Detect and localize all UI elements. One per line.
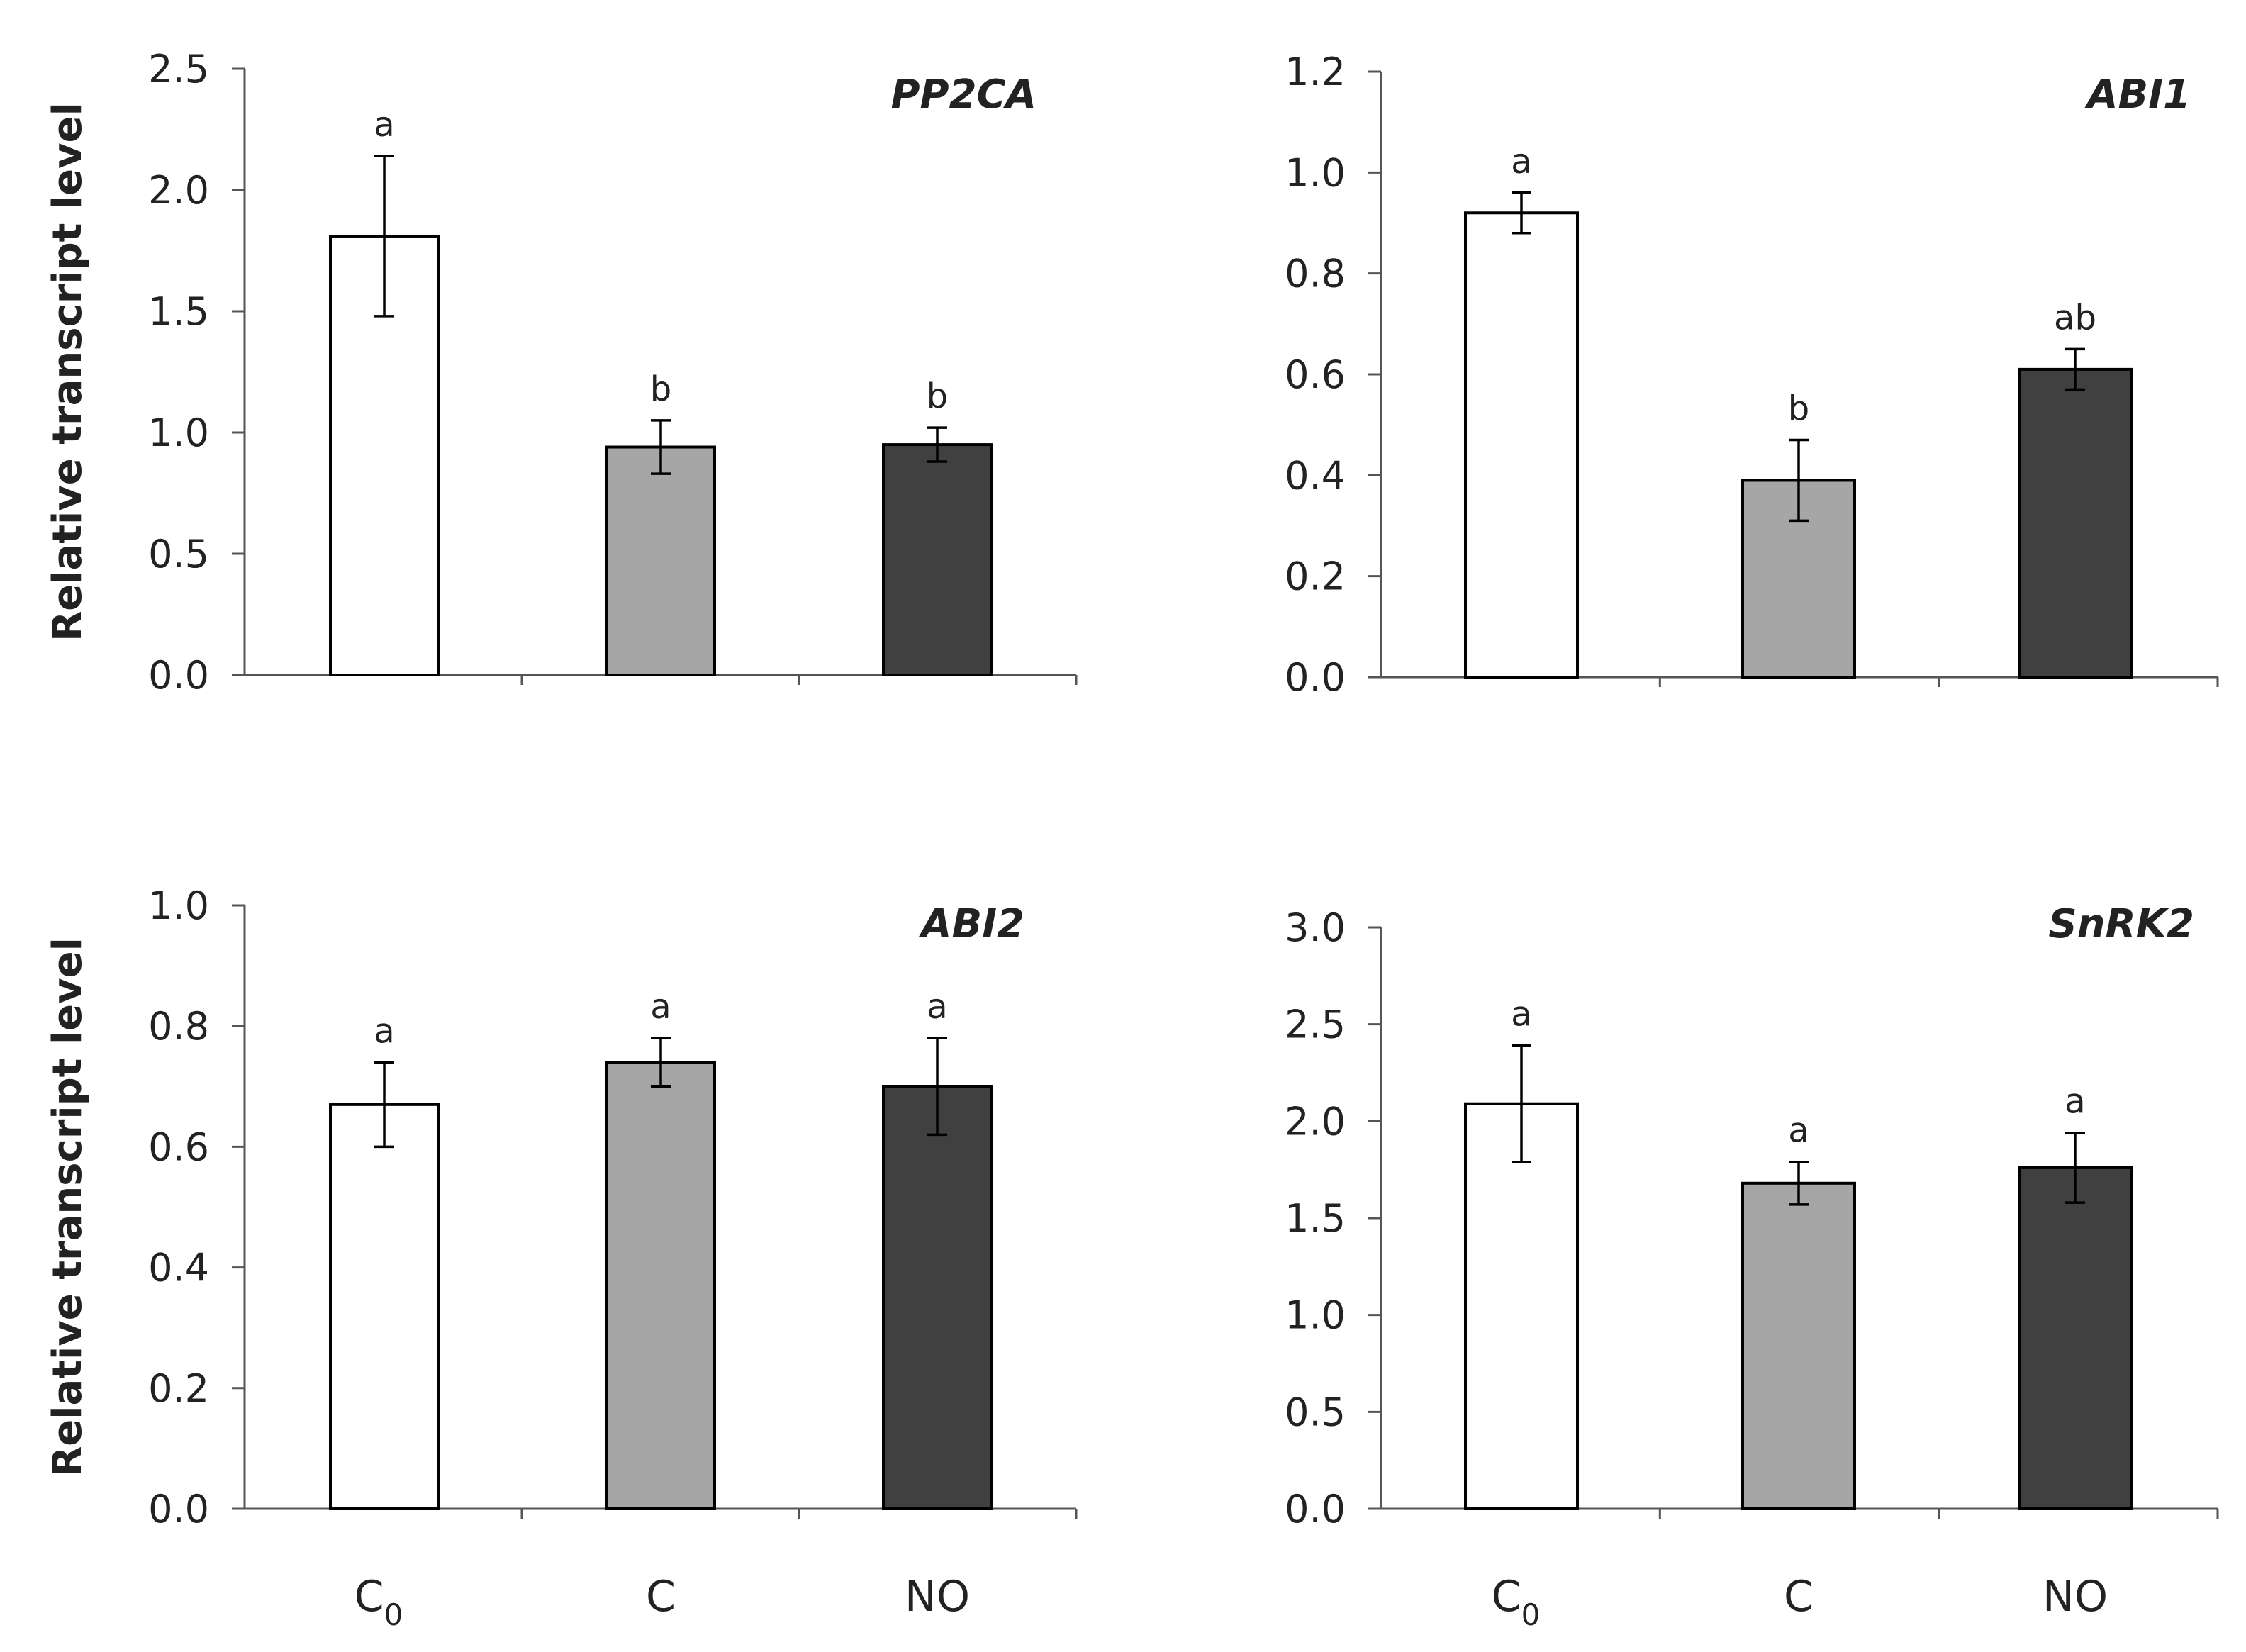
bar-abi1-c0 (1464, 211, 1579, 679)
y-tick-label: 1.0 (148, 883, 209, 928)
y-tick-label: 0.4 (1285, 453, 1346, 498)
category-label-c0: C0 (354, 1572, 403, 1632)
significance-label: a (927, 987, 947, 1027)
y-tick-label: 1.0 (148, 411, 209, 455)
bar-snrk2-no (2018, 1166, 2133, 1511)
category-label-main: NO (905, 1572, 970, 1622)
chart-title: PP2CA (891, 72, 1037, 118)
significance-label: a (1511, 142, 1531, 182)
bar-abi2-no (882, 1085, 993, 1511)
significance-label: a (1511, 995, 1531, 1034)
chart-panel-abi2: 0.0 0.2 0.4 0.6 0.8 1.0 a a a ABI2 Relative transc… (45, 883, 1078, 1531)
bar-pp2ca-no (882, 443, 993, 676)
y-tick-label: 0.0 (1285, 1487, 1346, 1531)
bar-snrk2-c0 (1464, 1102, 1579, 1510)
chart-panel-pp2ca: 0.0 0.5 1.0 1.5 2.0 2.5 a b b PP2CA Relative trans… (45, 47, 1078, 698)
category-label-no: NO (905, 1572, 970, 1622)
y-tick-label: 0.6 (148, 1124, 209, 1169)
significance-label: b (650, 369, 671, 409)
chart-panel-snrk2: 0.0 0.5 1.0 1.5 2.0 2.5 3.0 a a a SnRK2 (1285, 901, 2219, 1531)
significance-label: a (374, 105, 394, 145)
category-label-no: NO (2043, 1572, 2108, 1622)
y-tick-label: 0.0 (1285, 655, 1346, 700)
significance-label: a (650, 987, 671, 1027)
y-tick-label: 0.5 (1285, 1390, 1346, 1434)
y-tick-label: 0.2 (1285, 554, 1346, 599)
y-tick-label: 2.5 (1285, 1003, 1346, 1047)
significance-label: b (1788, 389, 1809, 429)
chart-title: ABI2 (918, 901, 1024, 947)
y-tick-label: 0.5 (148, 532, 209, 576)
category-label-main: C (354, 1572, 384, 1622)
significance-label: a (1788, 1111, 1809, 1151)
y-tick-label: 2.5 (148, 47, 209, 91)
category-label-main: C (646, 1572, 676, 1622)
y-tick-label: 1.0 (1285, 150, 1346, 195)
chart-title: ABI1 (2084, 72, 2191, 118)
category-label-main: C (1492, 1572, 1521, 1622)
y-tick-label: 0.4 (148, 1246, 209, 1290)
significance-label: a (2065, 1082, 2085, 1122)
y-tick-label: 0.8 (1285, 252, 1346, 296)
y-tick-label: 3.0 (1285, 905, 1346, 950)
category-label-c: C (646, 1572, 676, 1622)
significance-label: b (927, 376, 948, 416)
chart-title: SnRK2 (2048, 901, 2194, 947)
category-label-subscript: 0 (1521, 1597, 1541, 1632)
significance-label: ab (2054, 298, 2096, 337)
bar-abi1-no (2018, 367, 2133, 679)
y-axis-label: Relative transcript level (45, 937, 91, 1477)
y-tick-label: 0.2 (148, 1366, 209, 1411)
y-tick-label: 1.5 (148, 289, 209, 334)
category-label-main: C (1784, 1572, 1814, 1622)
y-tick-label: 0.8 (148, 1004, 209, 1049)
y-tick-label: 0.6 (1285, 352, 1346, 397)
y-tick-label: 1.5 (1285, 1196, 1346, 1241)
y-tick-label: 0.0 (148, 653, 209, 698)
category-label-c: C (1784, 1572, 1814, 1622)
bar-snrk2-c (1741, 1181, 1856, 1511)
bar-abi2-c0 (329, 1103, 440, 1510)
category-label-subscript: 0 (384, 1597, 403, 1632)
y-tick-label: 1.2 (1285, 50, 1346, 94)
bar-pp2ca-c (605, 445, 716, 677)
y-tick-label: 2.0 (148, 168, 209, 213)
y-tick-label: 2.0 (1285, 1099, 1346, 1144)
y-tick-label: 1.0 (1285, 1293, 1346, 1338)
significance-label: a (374, 1011, 394, 1051)
bar-abi2-c (605, 1061, 716, 1510)
y-tick-label: 0.0 (148, 1487, 209, 1531)
category-label-main: NO (2043, 1572, 2108, 1622)
category-label-c0: C0 (1492, 1572, 1541, 1632)
y-axis-label: Relative transcript level (45, 102, 91, 642)
